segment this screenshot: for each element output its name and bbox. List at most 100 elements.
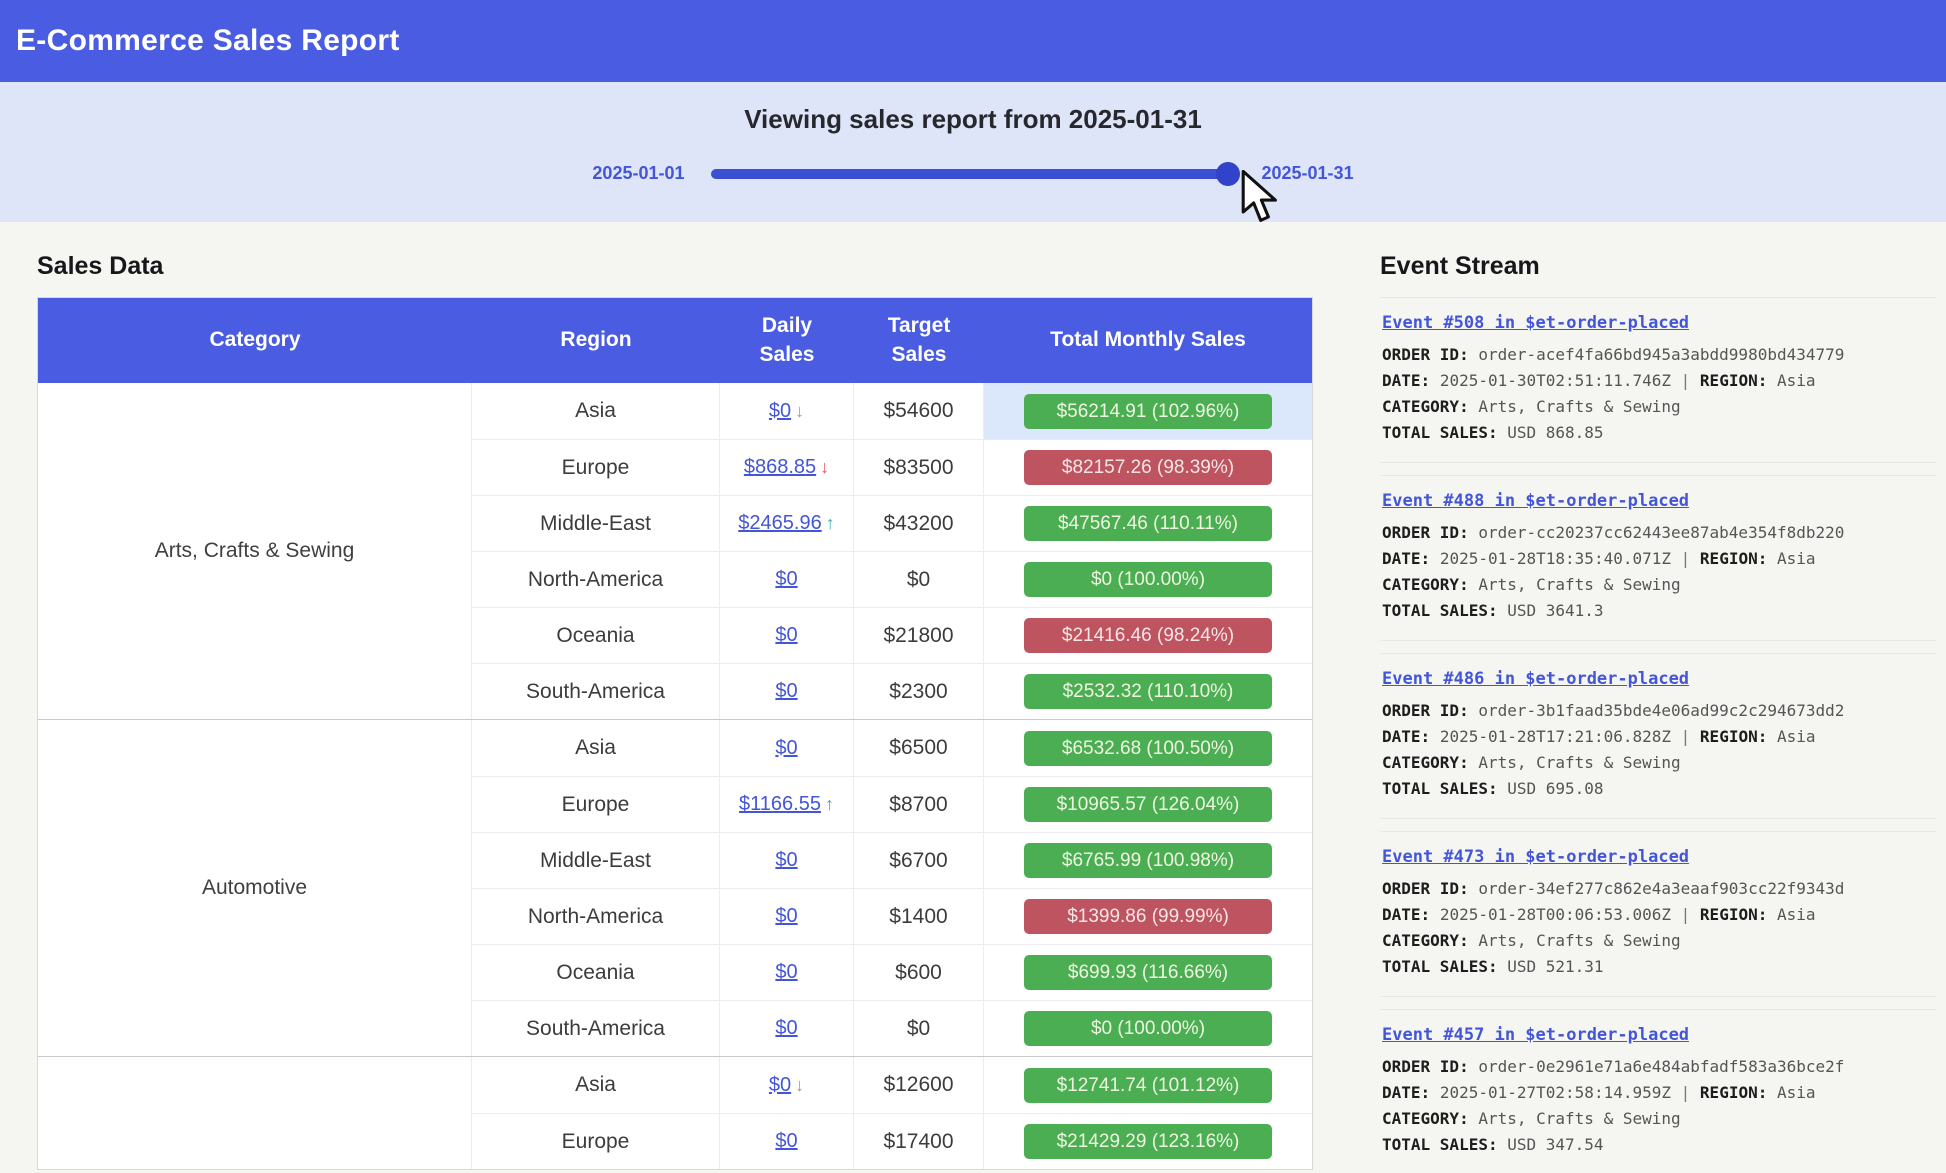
region-cell: Asia: [472, 383, 720, 439]
daily-sales-link[interactable]: $0: [775, 624, 798, 646]
monthly-sales-badge: $699.93 (116.66%): [1024, 955, 1272, 990]
daily-sales-link[interactable]: $0: [768, 1073, 792, 1096]
daily-sales-link[interactable]: $0: [775, 905, 798, 927]
event-order-id-line: ORDER ID: order-34ef277c862e4a3eaaf903cc…: [1382, 876, 1934, 902]
column-header-daily-sales: Daily Sales: [759, 314, 815, 366]
region-label: REGION:: [1699, 905, 1768, 924]
monthly-sales-cell: $2532.32 (110.10%): [984, 664, 1312, 719]
region-cell: Asia: [472, 720, 720, 776]
slider-start-date: 2025-01-01: [592, 163, 685, 183]
date-slider-handle[interactable]: [1215, 161, 1240, 186]
daily-sales-cell: $868.85 ↓: [720, 440, 854, 495]
order-id-value: order-acef4fa66bd945a3abdd9980bd434779: [1478, 345, 1845, 364]
daily-sales-link[interactable]: $0: [775, 736, 798, 759]
date-value: 2025-01-28T00:06:53.006Z: [1439, 905, 1671, 924]
event-item: Event #457 in $et-order-placed ORDER ID:…: [1380, 1009, 1936, 1173]
trend-arrow-icon: ↓: [795, 400, 805, 421]
date-value: 2025-01-28T18:35:40.071Z: [1439, 549, 1671, 568]
table-row: Europe $1166.55 ↑ $8700 $10965.57 (126.0…: [472, 776, 1312, 832]
daily-sales-link[interactable]: $0: [775, 961, 798, 983]
category-value: Arts, Crafts & Sewing: [1478, 575, 1681, 594]
region-cell: South-America: [472, 1001, 720, 1056]
table-row: Middle-East $0 $6700 $6765.99 (100.98%): [472, 832, 1312, 888]
target-sales-cell: $17400: [854, 1114, 984, 1169]
event-order-id-line: ORDER ID: order-acef4fa66bd945a3abdd9980…: [1382, 342, 1934, 368]
event-title-link[interactable]: Event #486 in $et-order-placed: [1382, 669, 1690, 689]
event-title-link[interactable]: Event #488 in $et-order-placed: [1382, 491, 1690, 511]
daily-sales-cell: $0: [720, 1001, 854, 1056]
monthly-sales-badge: $12741.74 (101.12%): [1024, 1067, 1272, 1103]
category-value: Arts, Crafts & Sewing: [1478, 1109, 1681, 1128]
category-group: Asia $0 ↓ $12600 $12741.74 (101.12%) Eur…: [38, 1057, 1312, 1169]
table-row: Europe $0 $17400 $21429.29 (123.16%): [472, 1113, 1312, 1169]
trend-arrow-icon: ↓: [795, 1074, 805, 1095]
event-total-sales-line: TOTAL SALES: USD 521.31: [1382, 954, 1934, 980]
app-header: E-Commerce Sales Report: [0, 0, 1946, 82]
table-row: North-America $0 $0 $0 (100.00%): [472, 551, 1312, 607]
event-title-link[interactable]: Event #473 in $et-order-placed: [1382, 847, 1690, 867]
event-date-region-line: DATE: 2025-01-30T02:51:11.746Z | REGION:…: [1382, 368, 1934, 394]
category-label: CATEGORY:: [1382, 931, 1469, 950]
event-list: Event #508 in $et-order-placed ORDER ID:…: [1380, 297, 1936, 1173]
daily-sales-cell: $0: [720, 608, 854, 663]
target-sales-cell: $0: [854, 552, 984, 607]
monthly-sales-badge: $56214.91 (102.96%): [1024, 393, 1272, 429]
daily-sales-link[interactable]: $0: [775, 680, 798, 702]
category-label: CATEGORY:: [1382, 1109, 1469, 1128]
daily-sales-link[interactable]: $0: [775, 1130, 798, 1152]
daily-sales-link[interactable]: $0: [775, 568, 798, 590]
sales-table-header: Category Region Daily Sales Target Sales…: [38, 298, 1312, 383]
monthly-sales-badge: $0 (100.00%): [1024, 1011, 1272, 1046]
table-row: Oceania $0 $21800 $21416.46 (98.24%): [472, 607, 1312, 663]
total-sales-label: TOTAL SALES:: [1382, 423, 1498, 442]
target-sales-cell: $21800: [854, 608, 984, 663]
category-cell: [38, 1057, 472, 1169]
region-value: Asia: [1777, 1083, 1816, 1102]
event-category-line: CATEGORY: Arts, Crafts & Sewing: [1382, 928, 1934, 954]
monthly-sales-badge: $47567.46 (110.11%): [1024, 506, 1272, 541]
monthly-sales-badge: $0 (100.00%): [1024, 562, 1272, 597]
target-sales-cell: $1400: [854, 889, 984, 944]
region-cell: Europe: [472, 440, 720, 495]
daily-sales-link[interactable]: $1166.55: [739, 793, 821, 815]
event-category-line: CATEGORY: Arts, Crafts & Sewing: [1382, 394, 1934, 420]
daily-sales-cell: $2465.96 ↑: [720, 496, 854, 551]
region-value: Asia: [1777, 905, 1816, 924]
total-sales-value: USD 3641.3: [1507, 601, 1604, 620]
table-row: Asia $0 ↓ $12600 $12741.74 (101.12%): [472, 1057, 1312, 1113]
daily-sales-link[interactable]: $2465.96: [738, 512, 822, 534]
monthly-sales-cell: $21416.46 (98.24%): [984, 608, 1312, 663]
event-title-link[interactable]: Event #508 in $et-order-placed: [1382, 313, 1690, 333]
monthly-sales-badge: $6532.68 (100.50%): [1024, 730, 1272, 766]
sales-table: Category Region Daily Sales Target Sales…: [37, 297, 1313, 1170]
category-value: Arts, Crafts & Sewing: [1478, 931, 1681, 950]
daily-sales-link[interactable]: $868.85: [743, 456, 817, 478]
daily-sales-cell: $0 ↓: [720, 383, 854, 439]
monthly-sales-cell: $6765.99 (100.98%): [984, 833, 1312, 888]
table-row: Europe $868.85 ↓ $83500 $82157.26 (98.39…: [472, 439, 1312, 495]
separator: |: [1680, 905, 1691, 924]
daily-sales-link[interactable]: $0: [775, 1017, 798, 1039]
total-sales-label: TOTAL SALES:: [1382, 779, 1498, 798]
daily-sales-cell: $0: [720, 889, 854, 944]
monthly-sales-cell: $56214.91 (102.96%): [984, 383, 1312, 439]
event-stream-heading: Event Stream: [1380, 252, 1540, 280]
daily-sales-link[interactable]: $0: [768, 399, 792, 422]
daily-sales-link[interactable]: $0: [775, 849, 798, 871]
date-slider-track[interactable]: [710, 161, 1240, 186]
region-value: Asia: [1777, 549, 1816, 568]
slider-end-date: 2025-01-31: [1261, 163, 1354, 183]
table-row: Asia $0 ↓ $54600 $56214.91 (102.96%): [472, 383, 1312, 439]
category-label: CATEGORY:: [1382, 753, 1469, 772]
event-item: Event #473 in $et-order-placed ORDER ID:…: [1380, 831, 1936, 997]
daily-sales-cell: $0: [720, 833, 854, 888]
table-row: South-America $0 $2300 $2532.32 (110.10%…: [472, 663, 1312, 719]
date-label: DATE:: [1382, 905, 1431, 924]
target-sales-cell: $2300: [854, 664, 984, 719]
event-title-link[interactable]: Event #457 in $et-order-placed: [1382, 1025, 1690, 1045]
event-total-sales-line: TOTAL SALES: USD 695.08: [1382, 776, 1934, 802]
event-total-sales-line: TOTAL SALES: USD 347.54: [1382, 1132, 1934, 1158]
target-sales-cell: $43200: [854, 496, 984, 551]
target-sales-cell: $600: [854, 945, 984, 1000]
monthly-sales-badge: $6765.99 (100.98%): [1024, 843, 1272, 878]
